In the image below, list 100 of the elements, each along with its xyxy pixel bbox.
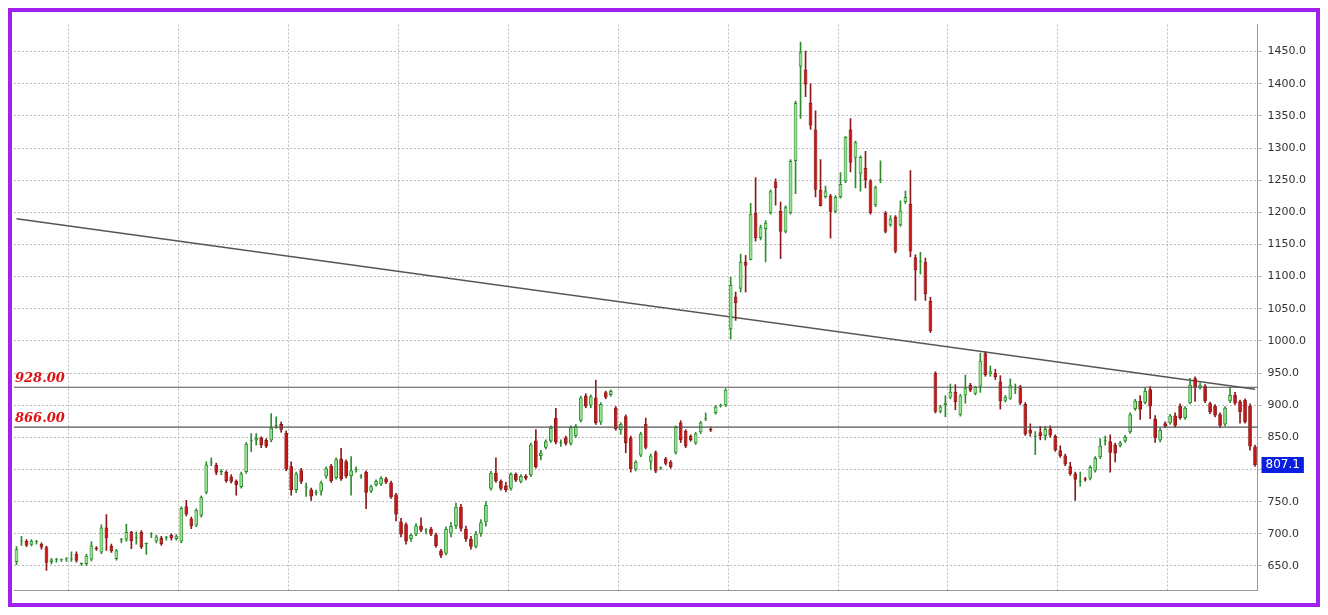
candlestick: [1028, 423, 1033, 437]
candlestick: [459, 503, 463, 532]
candlestick: [129, 530, 134, 549]
candlestick: [254, 433, 259, 446]
y-tick-label: 1000.0: [1267, 333, 1307, 347]
candlestick: [1193, 376, 1197, 402]
candlestick: [464, 525, 468, 542]
candlestick: [234, 479, 239, 496]
candlestick: [199, 495, 204, 518]
candlestick: [1073, 471, 1078, 501]
candlestick: [394, 492, 398, 522]
candlestick: [1138, 395, 1143, 420]
candlestick: [613, 406, 618, 431]
candlestick: [998, 375, 1003, 410]
candlestick: [1183, 406, 1187, 420]
candlestick: [339, 447, 343, 481]
candlestick: [608, 389, 613, 397]
candlestick: [419, 517, 423, 533]
candlestick: [389, 480, 393, 499]
candlestick: [1158, 428, 1162, 443]
candlestick: [648, 453, 653, 470]
candlestick: [204, 461, 209, 495]
candlestick: [519, 474, 523, 484]
text: 807.1: [1265, 457, 1300, 472]
candlestick: [434, 532, 438, 548]
candlestick: [264, 438, 269, 448]
candlestick: [229, 474, 234, 484]
candlestick: [603, 390, 608, 400]
candlestick: [1168, 413, 1172, 425]
candlestick: [259, 436, 264, 448]
candlestick: [174, 534, 179, 541]
candlestick: [1053, 434, 1058, 452]
candlestick: [663, 456, 668, 466]
candlestick: [638, 431, 643, 457]
ref-line-label: 866.00: [15, 409, 65, 425]
candlestick: [688, 434, 693, 442]
candlestick: [449, 521, 453, 538]
candlestick: [159, 536, 164, 546]
y-tick-label: 700.0: [1267, 526, 1300, 540]
candlestick: [514, 472, 518, 483]
candlestick: [404, 522, 408, 545]
candlestick: [484, 501, 488, 527]
candlestick: [179, 506, 184, 544]
candlestick: [643, 417, 648, 450]
candlestick: [633, 460, 638, 472]
candlestick: [1243, 398, 1247, 424]
candlestick: [479, 519, 483, 537]
candlestick: [504, 482, 508, 493]
candlestick: [988, 365, 993, 377]
y-tick-label: 1250.0: [1267, 173, 1307, 187]
candlestick: [1178, 403, 1182, 420]
candlestick: [1068, 462, 1073, 476]
candlestick: [369, 484, 373, 493]
candlestick: [1048, 425, 1053, 438]
candlestick: [344, 459, 348, 479]
candlestick: [598, 402, 603, 425]
candlestick: [409, 533, 413, 542]
candlestick: [494, 457, 498, 483]
candlestick: [124, 523, 129, 542]
candlestick: [374, 479, 378, 487]
ref-line-label: 928.00: [15, 370, 65, 386]
candlestick: [1213, 404, 1217, 418]
candlestick: [224, 470, 229, 483]
candlestick: [139, 530, 144, 549]
candlestick: [529, 442, 533, 477]
candlestick: [454, 502, 458, 530]
candlestick: [723, 388, 728, 407]
candlestick: [489, 471, 493, 491]
candlestick: [184, 500, 189, 517]
candlestick: [469, 536, 473, 550]
y-tick-label: 1150.0: [1267, 237, 1307, 251]
candlestick: [1093, 456, 1098, 473]
candlestick: [214, 462, 219, 475]
candlestick: [329, 464, 333, 483]
y-tick-label: 650.0: [1267, 558, 1300, 572]
candlestick: [738, 253, 743, 293]
candlestick: [713, 404, 718, 415]
candlestick: [693, 431, 698, 445]
candlestick: [444, 526, 448, 556]
candlestick: [993, 368, 998, 380]
candlestick: [1203, 384, 1207, 403]
candlestick: [309, 487, 314, 501]
candlestick: [239, 471, 244, 489]
candlestick: [189, 516, 194, 530]
candlestick: [1003, 395, 1008, 403]
candlestick: [1058, 445, 1063, 458]
candlestick: [1248, 403, 1252, 451]
candlestick: [334, 457, 338, 480]
candlestick: [524, 474, 528, 481]
candlestick: [169, 533, 174, 541]
y-tick-label: 1450.0: [1267, 44, 1307, 58]
candlestick: [399, 518, 403, 538]
candlestick: [983, 351, 988, 377]
candlestick: [733, 291, 738, 321]
candlestick: [1023, 402, 1028, 436]
candlestick: [548, 425, 553, 443]
y-tick-label: 1300.0: [1267, 140, 1307, 154]
candlestick: [963, 374, 968, 404]
candlestick: [319, 480, 324, 496]
candlestick: [244, 442, 249, 474]
